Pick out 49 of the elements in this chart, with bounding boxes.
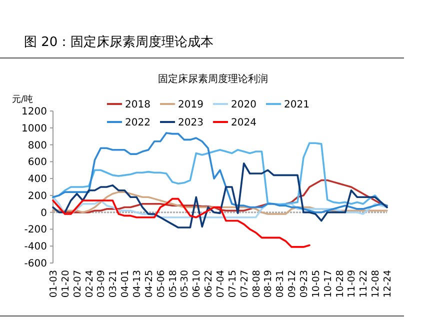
x-tick-label: 05-30 [180,270,191,298]
x-tick-label: 06-10 [192,270,203,298]
legend-label: 2019 [178,100,204,110]
x-tick-label: 09-23 [299,270,310,298]
y-tick-label: -200 [24,224,47,236]
y-tick-label: 0 [40,208,47,219]
x-tick-label: 11-09 [346,270,358,298]
x-tick-label: 09-12 [287,270,298,298]
x-tick-label: 04-25 [144,270,155,298]
chart-title: 图 20：固定床尿素周度理论成本 [24,34,214,50]
x-tick-label: 12-24 [382,270,394,298]
y-tick-label: 1000 [22,123,47,134]
x-tick-label: 02-24 [84,270,96,298]
y-tick-label: 800 [28,140,47,152]
x-tick-label: 10-17 [322,270,334,298]
x-tick-label: 07-15 [227,270,238,298]
legend-label: 2020 [231,100,256,110]
x-tick-label: 10-05 [310,270,322,298]
y-axis-title: 元/吨 [12,94,34,105]
x-tick-label: 08-19 [263,270,274,298]
y-tick-label: 200 [28,190,47,202]
x-tick-label: 08-31 [275,270,286,298]
legend-label: 2024 [231,118,256,128]
x-tick-label: 04-01 [120,270,132,298]
x-tick-label: 12-08 [370,270,382,298]
y-tick-label: 400 [28,174,47,186]
x-tick-label: 10-28 [334,270,346,298]
legend-label: 2023 [178,118,204,128]
x-tick-label: 08-08 [251,270,262,298]
y-tick-label: -600 [24,258,47,270]
legend-label: 2018 [125,100,150,110]
x-tick-label: 01-03 [48,270,60,298]
x-tick-label: 06-22 [204,270,215,298]
x-tick-label: 03-21 [108,270,120,298]
chart-subtitle: 固定床尿素周度理论利润 [158,73,268,85]
x-tick-label: 07-04 [216,270,226,298]
x-tick-label: 04-13 [132,270,143,298]
x-tick-label: 05-18 [168,270,179,298]
x-tick-label: 02-07 [72,270,84,298]
x-tick-label: 07-27 [239,270,250,298]
x-tick-label: 01-20 [60,270,72,298]
y-tick-label: 1200 [22,106,47,118]
x-tick-label: 05-06 [156,270,167,298]
legend-label: 2022 [125,118,150,128]
legend-label: 2021 [284,100,310,110]
x-tick-label: 03-09 [96,270,108,298]
y-tick-label: -400 [24,242,47,253]
y-tick-label: 600 [28,157,47,168]
x-tick-label: 11-22 [358,270,370,298]
